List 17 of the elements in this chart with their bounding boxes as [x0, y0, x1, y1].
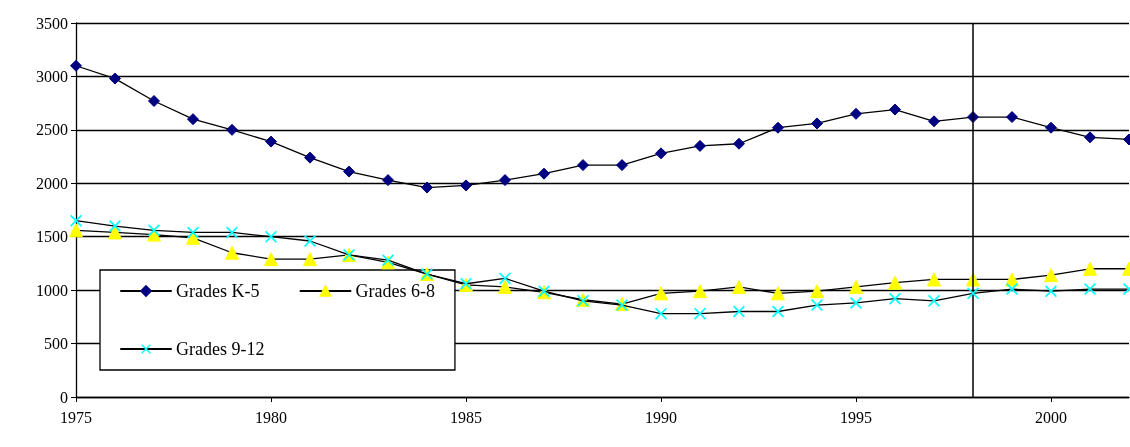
y-tick-label: 2000 — [36, 174, 68, 192]
y-tick-label: 1500 — [36, 228, 68, 246]
legend-label: Grades 6-8 — [355, 281, 435, 301]
legend-label: Grades K-5 — [176, 281, 260, 301]
legend-label: Grades 9-12 — [176, 339, 265, 359]
x-tick-label: 1975 — [60, 408, 92, 426]
y-tick-label: 3500 — [36, 14, 68, 32]
x-tick-label: 2000 — [1035, 408, 1067, 426]
y-tick-label: 500 — [44, 335, 68, 353]
x-tick-label: 1985 — [450, 408, 482, 426]
y-tick-label: 0 — [60, 388, 68, 406]
y-tick-label: 1000 — [36, 281, 68, 299]
x-tick-label: 1980 — [255, 408, 287, 426]
y-tick-label: 2500 — [36, 121, 68, 139]
x-tick-label: 1990 — [645, 408, 677, 426]
y-tick-label: 3000 — [36, 67, 68, 85]
x-tick-label: 1995 — [840, 408, 872, 426]
